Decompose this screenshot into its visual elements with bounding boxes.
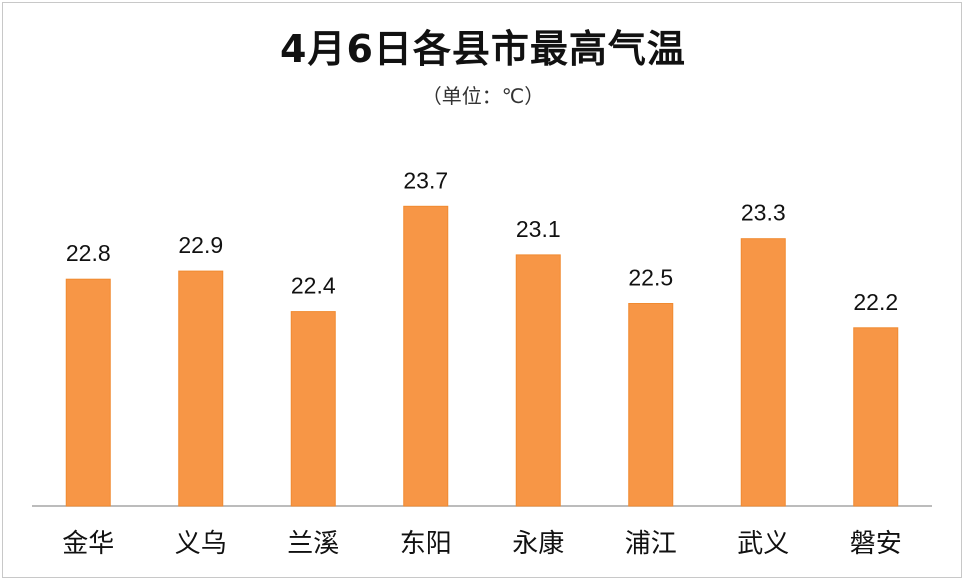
category-label-5: 永康 bbox=[512, 529, 564, 559]
bar-8 bbox=[853, 327, 899, 507]
bar-4 bbox=[403, 205, 449, 507]
data-label-6: 22.5 bbox=[628, 265, 673, 291]
bar-1 bbox=[65, 278, 111, 507]
category-label-7: 武义 bbox=[737, 529, 789, 559]
data-label-3: 22.4 bbox=[291, 273, 336, 299]
bar-6 bbox=[628, 303, 674, 507]
category-label-3: 兰溪 bbox=[287, 529, 339, 559]
bar-5 bbox=[515, 254, 561, 507]
category-label-2: 义乌 bbox=[175, 529, 227, 559]
data-label-5: 23.1 bbox=[516, 216, 561, 242]
data-label-2: 22.9 bbox=[178, 232, 223, 258]
data-label-8: 22.2 bbox=[853, 289, 898, 315]
category-label-4: 东阳 bbox=[400, 529, 452, 559]
category-label-1: 金华 bbox=[62, 529, 114, 559]
bar-7 bbox=[740, 238, 786, 507]
data-label-1: 22.8 bbox=[66, 240, 111, 266]
category-label-6: 浦江 bbox=[625, 529, 677, 559]
bar-2 bbox=[178, 270, 224, 507]
chart-title: 4月6日各县市最高气温 bbox=[280, 27, 686, 71]
data-label-4: 23.7 bbox=[403, 167, 448, 193]
bar-3 bbox=[290, 311, 336, 507]
chart-subtitle: （单位：℃） bbox=[421, 84, 545, 108]
category-label-8: 磐安 bbox=[850, 529, 902, 559]
data-label-7: 23.3 bbox=[741, 200, 786, 226]
